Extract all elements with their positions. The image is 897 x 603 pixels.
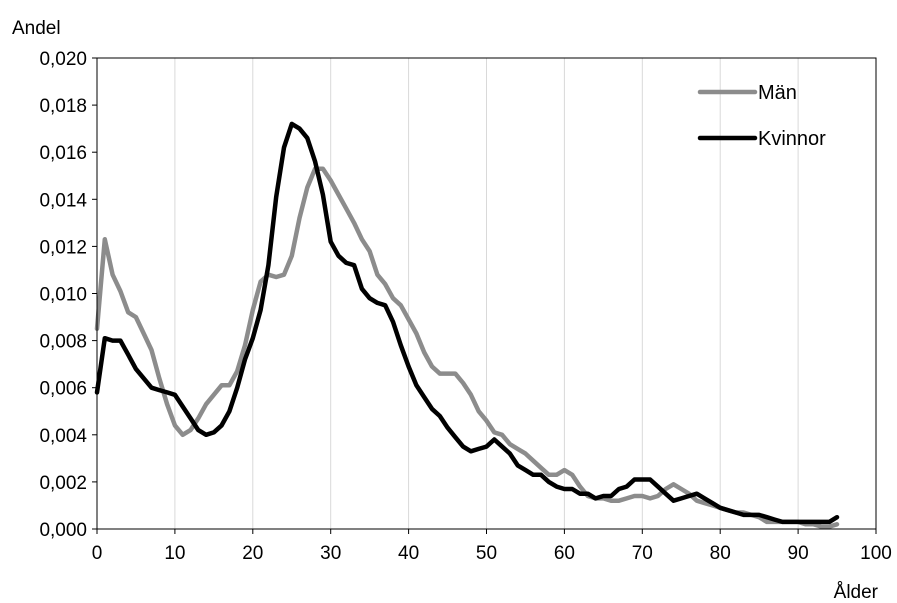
x-tick-label: 0 xyxy=(92,543,103,564)
y-tick-label: 0,014 xyxy=(39,190,87,211)
series-line-1 xyxy=(94,166,840,529)
x-tick-label: 40 xyxy=(398,543,419,564)
y-tick-label: 0,016 xyxy=(39,143,87,164)
x-tick-label: 10 xyxy=(164,543,185,564)
x-tick-label: 100 xyxy=(860,543,892,564)
x-tick-label: 20 xyxy=(242,543,263,564)
y-tick-label: 0,010 xyxy=(39,285,87,306)
legend-entry-label: Män xyxy=(758,82,797,104)
x-axis-ticks: 0 10 20 30 40 50 60 70 80 90 100 xyxy=(92,529,892,564)
series-lines xyxy=(94,121,840,529)
x-tick-label: 70 xyxy=(632,543,653,564)
y-tick-label: 0,018 xyxy=(39,96,87,117)
y-axis-ticks: 0,000 0,002 0,004 0,006 0,008 0,010 0,012 0,014… xyxy=(39,49,97,541)
y-tick-label: 0,002 xyxy=(39,473,87,494)
series-line-2 xyxy=(94,121,840,525)
y-tick-label: 0,006 xyxy=(39,379,87,400)
x-tick-label: 60 xyxy=(554,543,575,564)
y-tick-label: 0,000 xyxy=(39,520,87,541)
x-tick-label: 80 xyxy=(710,543,731,564)
y-tick-label: 0,008 xyxy=(39,332,87,353)
y-tick-label: 0,004 xyxy=(39,426,87,447)
x-tick-label: 90 xyxy=(788,543,809,564)
x-axis-label: Ålder xyxy=(834,582,879,603)
y-tick-label: 0,012 xyxy=(39,237,87,258)
y-axis-label: Andel xyxy=(12,18,61,39)
legend-entry-label: Kvinnor xyxy=(758,128,826,150)
y-tick-label: 0,020 xyxy=(39,49,87,70)
legend: Män Kvinnor xyxy=(697,82,826,150)
x-tick-label: 50 xyxy=(476,543,497,564)
x-tick-label: 30 xyxy=(320,543,341,564)
